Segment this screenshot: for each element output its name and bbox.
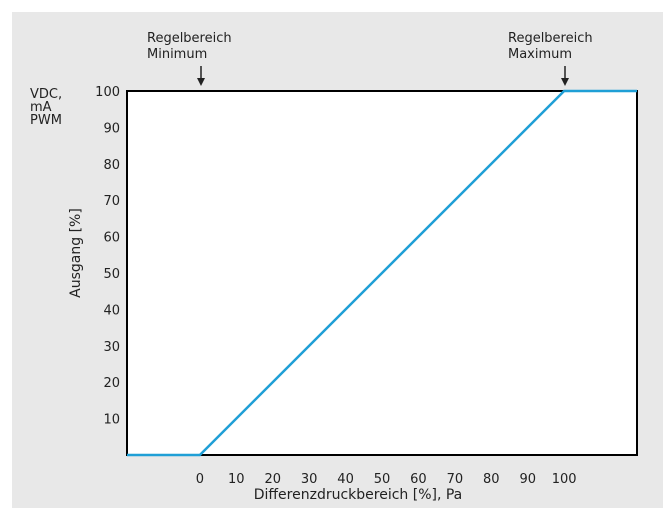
y-tick-label: 60: [103, 231, 120, 246]
y-tick-label: 100: [95, 85, 120, 100]
x-tick-label: 20: [264, 472, 281, 487]
x-tick-label: 70: [447, 472, 464, 487]
annotation-min-line-1: Regelbereich: [147, 31, 232, 46]
arrow-max: [561, 66, 569, 86]
x-axis-title: Differenzdruckbereich [%], Pa: [254, 487, 463, 503]
x-tick-label: 90: [519, 472, 536, 487]
output-series-line: [127, 89, 637, 457]
y-tick-label: 20: [103, 376, 120, 391]
y-unit-label-1: VDC,: [30, 87, 62, 102]
annotation-min-line-2: Minimum: [147, 47, 207, 62]
y-axis-title: Ausgang [%]: [68, 208, 84, 298]
arrow-min: [197, 66, 205, 86]
x-tick-label: 10: [228, 472, 245, 487]
annotation-max-line-2: Maximum: [508, 47, 572, 62]
x-tick-label: 100: [552, 472, 577, 487]
annotation-max-line-1: Regelbereich: [508, 31, 593, 46]
y-tick-label: 40: [103, 303, 120, 318]
y-tick-label: 30: [103, 340, 120, 355]
y-unit-label-2: mA: [30, 100, 52, 115]
y-unit-label-3: PWM: [30, 113, 62, 128]
x-tick-label: 60: [410, 472, 427, 487]
x-tick-label: 0: [196, 472, 204, 487]
y-tick-label: 90: [103, 121, 120, 136]
x-tick-label: 50: [374, 472, 391, 487]
y-tick-label: 80: [103, 158, 120, 173]
y-tick-label: 50: [103, 267, 120, 282]
x-tick-label: 30: [301, 472, 318, 487]
y-tick-label: 70: [103, 194, 120, 209]
y-tick-label: 10: [103, 413, 120, 428]
tick-labels: 0 10 20 30 40 50 60 70 80 90 100 10 20 30 40 50 60 70 80 90…: [95, 85, 576, 487]
x-tick-label: 40: [337, 472, 354, 487]
x-tick-label: 80: [483, 472, 500, 487]
